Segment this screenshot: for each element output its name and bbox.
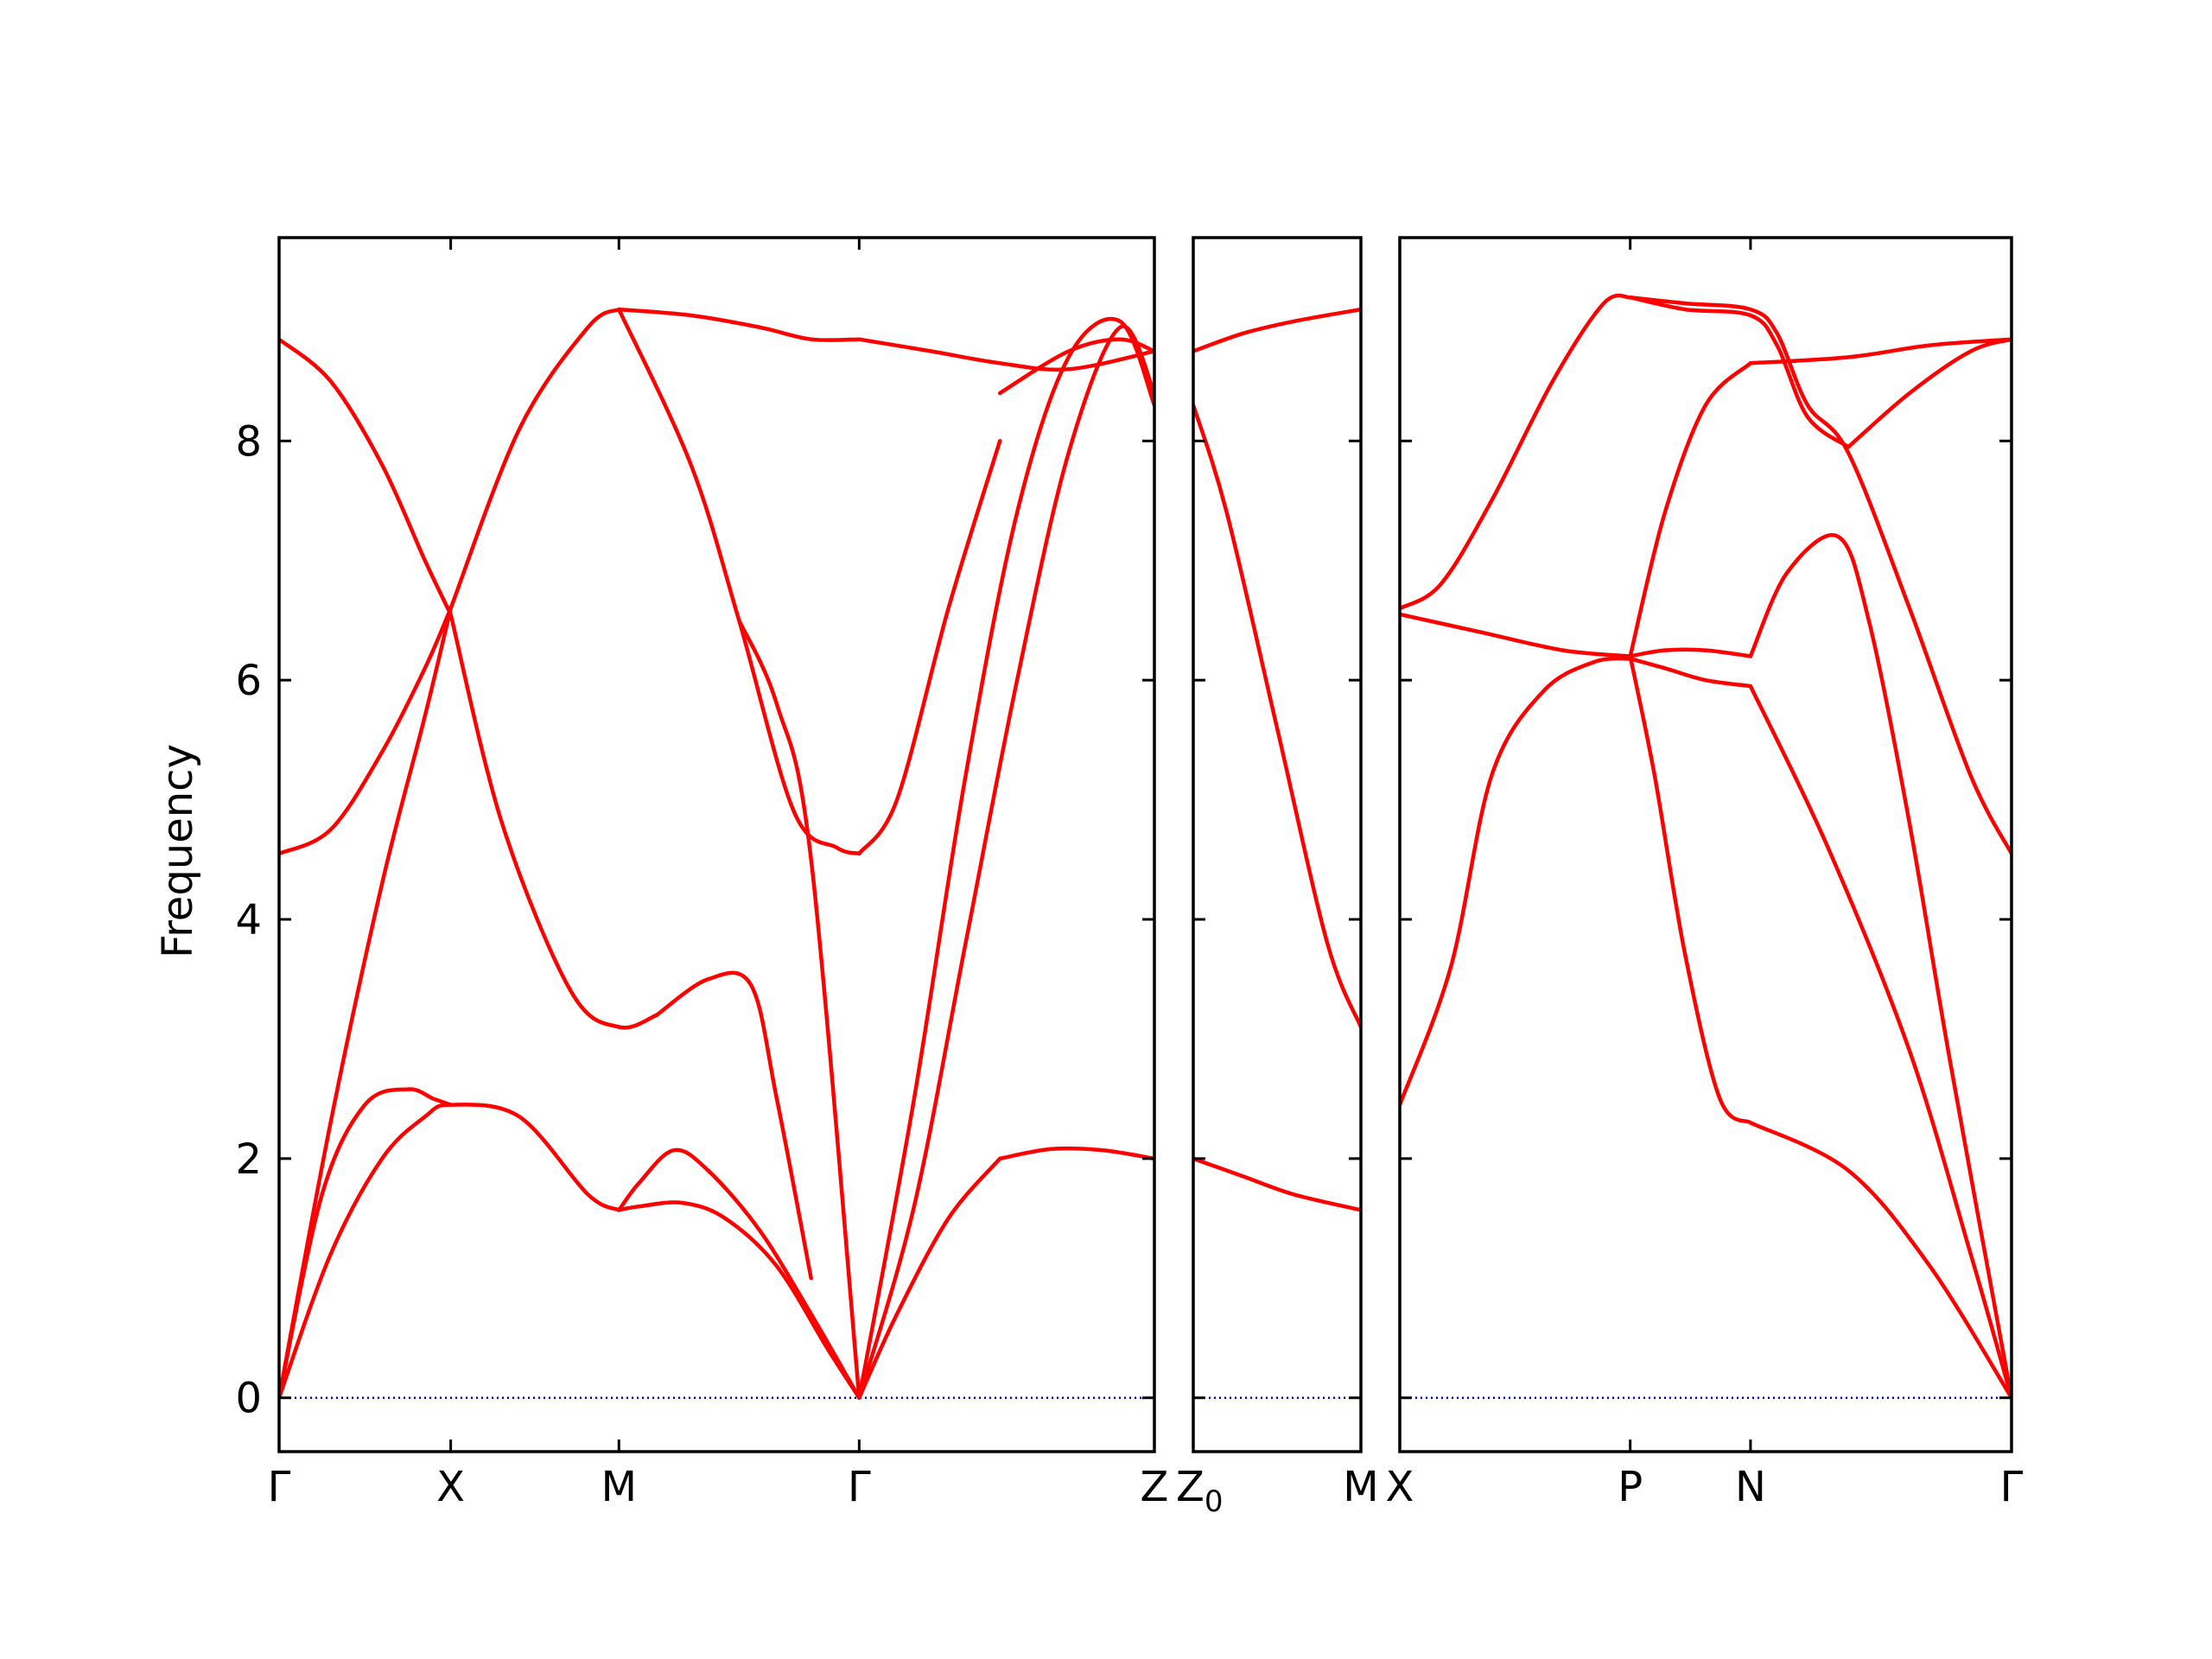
band-line bbox=[1400, 293, 1632, 611]
y-tick-label: 4 bbox=[235, 896, 262, 944]
band-line bbox=[997, 1146, 1154, 1161]
band-line bbox=[1748, 1121, 2012, 1400]
band-line bbox=[737, 618, 861, 1400]
band-line bbox=[1748, 683, 2012, 1400]
band-line bbox=[1628, 647, 1753, 658]
band-line bbox=[1748, 337, 2012, 365]
band-line bbox=[1628, 654, 1753, 1125]
x-tick-label: M bbox=[1343, 1463, 1378, 1511]
x-tick-label: N bbox=[1735, 1463, 1766, 1511]
band-line bbox=[1628, 295, 2012, 856]
band-line bbox=[448, 612, 659, 1030]
band-line bbox=[617, 307, 861, 856]
band-line bbox=[1628, 295, 1851, 449]
y-axis-title: Frequency bbox=[154, 744, 202, 958]
band-line bbox=[857, 337, 1154, 372]
band-line bbox=[279, 337, 453, 617]
band-line bbox=[857, 324, 1154, 1400]
band-line bbox=[857, 1156, 1002, 1400]
band-line bbox=[1193, 403, 1361, 1029]
panel-frame bbox=[277, 236, 1156, 1453]
x-tick-label: Γ bbox=[848, 1463, 871, 1511]
band-line bbox=[279, 1087, 453, 1400]
band-line bbox=[857, 316, 1154, 1400]
band-line bbox=[1628, 657, 1753, 689]
y-tick-label: 0 bbox=[235, 1375, 262, 1423]
band-line bbox=[279, 606, 453, 1400]
axes bbox=[277, 236, 2013, 1453]
y-tick-label: 2 bbox=[235, 1135, 262, 1184]
band-line bbox=[1628, 361, 1753, 658]
band-line bbox=[654, 970, 813, 1281]
x-tick-label: X bbox=[436, 1463, 465, 1511]
band-line bbox=[279, 606, 453, 856]
band-line bbox=[448, 307, 621, 611]
x-tick-label: Z0 bbox=[1176, 1463, 1224, 1519]
band-line bbox=[1748, 533, 2012, 1400]
band-line bbox=[1193, 307, 1361, 353]
band-line bbox=[1846, 337, 2012, 449]
band-line bbox=[617, 1200, 861, 1400]
panel-frame bbox=[1192, 236, 1363, 1453]
band-line bbox=[1400, 656, 1632, 1107]
panel-frame bbox=[1398, 236, 2013, 1453]
band-line bbox=[997, 337, 1154, 396]
y-tick-label: 8 bbox=[235, 417, 262, 466]
band-lines bbox=[279, 293, 2012, 1400]
band-line bbox=[1193, 1156, 1361, 1212]
x-tick-label: M bbox=[601, 1463, 637, 1511]
band-line bbox=[617, 307, 861, 342]
band-line bbox=[617, 1147, 861, 1400]
band-line bbox=[279, 1103, 621, 1400]
x-tick-label: X bbox=[1386, 1463, 1414, 1511]
x-tick-label: Z bbox=[1141, 1463, 1169, 1511]
x-tick-label: Γ bbox=[268, 1463, 291, 1511]
band-line bbox=[1400, 612, 1632, 658]
x-tick-label: Γ bbox=[2000, 1463, 2024, 1511]
x-tick-label: P bbox=[1618, 1463, 1643, 1511]
band-line bbox=[857, 439, 1002, 856]
y-tick-label: 6 bbox=[235, 657, 262, 705]
